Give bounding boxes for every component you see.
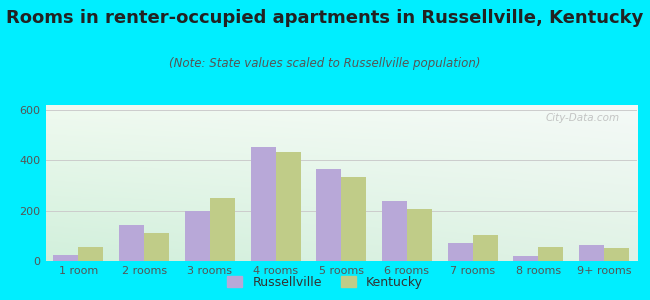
Text: City-Data.com: City-Data.com xyxy=(545,113,619,123)
Bar xyxy=(341,177,366,261)
Bar xyxy=(407,209,432,261)
Bar xyxy=(473,235,498,261)
Bar xyxy=(276,152,300,261)
Bar xyxy=(53,255,79,261)
Bar xyxy=(382,201,407,261)
Bar xyxy=(119,224,144,261)
Bar xyxy=(317,169,341,261)
Bar xyxy=(604,248,629,261)
Bar xyxy=(448,243,473,261)
Bar xyxy=(210,198,235,261)
Bar xyxy=(579,244,604,261)
Bar xyxy=(185,211,210,261)
Bar xyxy=(538,247,564,261)
Bar xyxy=(250,146,276,261)
Bar xyxy=(144,233,169,261)
Bar xyxy=(514,256,538,261)
Bar xyxy=(79,247,103,261)
Text: Rooms in renter-occupied apartments in Russellville, Kentucky: Rooms in renter-occupied apartments in R… xyxy=(6,9,644,27)
Legend: Russellville, Kentucky: Russellville, Kentucky xyxy=(222,271,428,294)
Text: (Note: State values scaled to Russellville population): (Note: State values scaled to Russellvil… xyxy=(169,57,481,70)
